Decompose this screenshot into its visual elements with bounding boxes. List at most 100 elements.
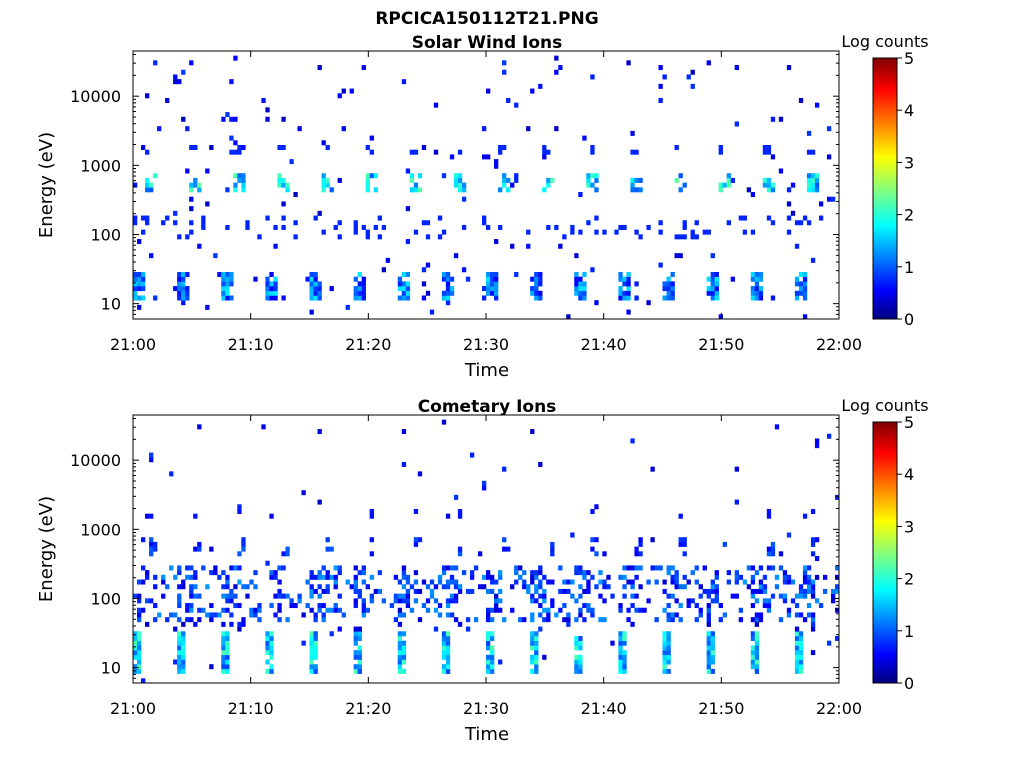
- spectrogram-cell: [786, 532, 792, 538]
- spectrogram-cell: [574, 276, 579, 282]
- spectrogram-cell: [153, 603, 158, 609]
- y-tick-label: 100: [90, 589, 121, 608]
- spectrogram-cell: [530, 617, 535, 623]
- spectrogram-cell: [806, 187, 812, 193]
- spectrogram-cell: [490, 659, 495, 665]
- spectrogram-cell: [429, 588, 435, 594]
- spectrogram-cell: [433, 598, 439, 604]
- colorbar-tick-label: 3: [904, 153, 914, 172]
- spectrogram-cell: [582, 286, 587, 292]
- spectrogram-cell: [309, 635, 314, 641]
- spectrogram-cell: [582, 135, 587, 141]
- spectrogram-cell: [253, 276, 258, 282]
- spectrogram-cell: [622, 668, 627, 674]
- spectrogram-cell: [734, 579, 740, 585]
- spectrogram-cell: [590, 546, 595, 552]
- spectrogram-cell: [181, 621, 186, 627]
- spectrogram-cell: [578, 570, 583, 576]
- spectrogram-cell: [353, 224, 358, 230]
- spectrogram-cell: [209, 144, 214, 150]
- spectrogram-cell: [706, 612, 711, 618]
- spectrogram-cell: [490, 654, 495, 660]
- spectrogram-cell: [490, 579, 495, 585]
- spectrogram-cell: [578, 659, 583, 665]
- spectrogram-cell: [798, 286, 804, 292]
- spectrogram-cell: [181, 659, 186, 665]
- spectrogram-cell: [662, 654, 667, 660]
- spectrogram-cell: [445, 640, 451, 646]
- spectrogram-cell: [582, 295, 587, 301]
- spectrogram-cell: [265, 659, 270, 665]
- spectrogram-cell: [682, 234, 687, 240]
- spectrogram-cell: [141, 276, 146, 282]
- spectrogram-cell: [445, 584, 451, 590]
- spectrogram-cell: [317, 429, 322, 435]
- spectrogram-cell: [457, 513, 463, 519]
- spectrogram-cell: [417, 471, 423, 477]
- spectrogram-cell: [269, 603, 274, 609]
- spectrogram-cell: [321, 173, 326, 179]
- spectrogram-cell: [634, 295, 639, 301]
- spectrogram-cell: [173, 626, 178, 632]
- spectrogram-cell: [642, 607, 647, 613]
- x-axis-label: Time: [464, 360, 509, 381]
- spectrogram-cell: [754, 588, 760, 594]
- spectrogram-cell: [790, 598, 796, 604]
- spectrogram-cell: [133, 650, 138, 656]
- spectrogram-cell: [614, 229, 619, 235]
- spectrogram-cell: [321, 229, 326, 235]
- spectrogram-cell: [730, 276, 735, 282]
- spectrogram-cell: [486, 607, 491, 613]
- spectrogram-cell: [590, 612, 595, 618]
- spectrogram-cell: [425, 262, 431, 268]
- spectrogram-cell: [590, 182, 595, 188]
- spectrogram-cell: [309, 654, 314, 660]
- spectrogram-cell: [361, 565, 366, 571]
- spectrogram-cell: [750, 295, 756, 301]
- spectrogram-cell: [486, 154, 491, 160]
- spectrogram-cell: [441, 635, 447, 641]
- spectrogram-cell: [401, 584, 407, 590]
- spectrogram-cell: [666, 631, 671, 637]
- spectrogram-cell: [461, 224, 467, 230]
- spectrogram-cell: [750, 635, 756, 641]
- spectrogram-cell: [666, 290, 671, 296]
- spectrogram-cell: [193, 621, 198, 627]
- spectrogram-cell: [758, 276, 764, 282]
- spectrogram-cell: [397, 607, 403, 613]
- spectrogram-cell: [674, 574, 679, 580]
- spectrogram-cell: [658, 229, 663, 235]
- spectrogram-cell: [361, 612, 366, 618]
- spectrogram-cell: [257, 607, 262, 613]
- spectrogram-cell: [257, 234, 262, 240]
- x-axis: 21:00 21:10 21:20 21:30 21:40 21:50 22:00: [110, 415, 862, 718]
- spectrogram-cell: [177, 617, 182, 623]
- spectrogram-cell: [237, 603, 242, 609]
- spectrogram-cell: [401, 281, 407, 287]
- spectrogram-cell: [149, 452, 154, 458]
- spectrogram-cell: [538, 290, 543, 296]
- spectrogram-cell: [449, 612, 455, 618]
- spectrogram-cell: [766, 607, 772, 613]
- spectrogram-cell: [622, 276, 627, 282]
- spectrogram-cell: [277, 144, 282, 150]
- spectrogram-cell: [530, 654, 535, 660]
- spectrogram-cell: [177, 295, 182, 301]
- colorbar-tick-label: 1: [904, 622, 914, 641]
- spectrogram-cell: [638, 177, 643, 183]
- spectrogram-cell: [221, 286, 226, 292]
- spectrogram-cell: [149, 598, 154, 604]
- spectrogram-cell: [506, 97, 511, 103]
- spectrogram-cell: [810, 537, 816, 543]
- spectrogram-cell: [477, 551, 483, 557]
- spectrogram-cell: [425, 598, 431, 604]
- spectrogram-cell: [562, 234, 567, 240]
- spectrogram-cell: [662, 74, 667, 80]
- spectrogram-cell: [197, 607, 202, 613]
- spectrogram-cell: [409, 584, 415, 590]
- spectrogram-cell: [626, 276, 631, 282]
- spectrogram-cell: [189, 206, 194, 212]
- spectrogram-cell: [766, 508, 772, 514]
- spectrogram-cell: [558, 243, 563, 249]
